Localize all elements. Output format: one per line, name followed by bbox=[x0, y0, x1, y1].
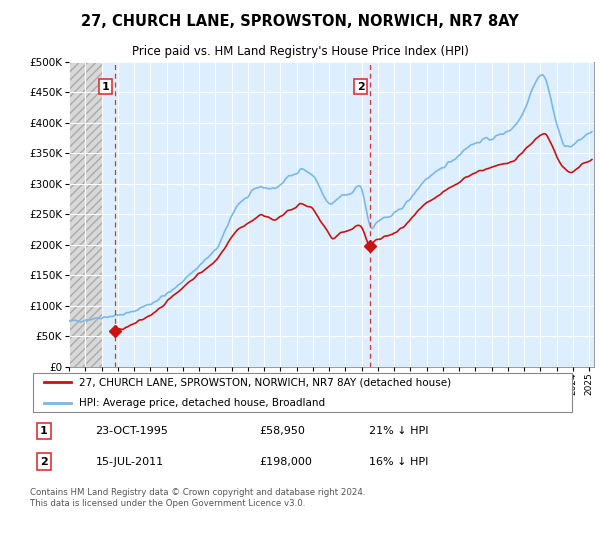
Text: 27, CHURCH LANE, SPROWSTON, NORWICH, NR7 8AY (detached house): 27, CHURCH LANE, SPROWSTON, NORWICH, NR7… bbox=[79, 377, 451, 387]
Text: 2: 2 bbox=[40, 456, 47, 466]
Text: Price paid vs. HM Land Registry's House Price Index (HPI): Price paid vs. HM Land Registry's House … bbox=[131, 45, 469, 58]
Text: 16% ↓ HPI: 16% ↓ HPI bbox=[368, 456, 428, 466]
FancyBboxPatch shape bbox=[33, 373, 572, 412]
Bar bbox=[69, 62, 101, 367]
Text: 2: 2 bbox=[357, 82, 364, 92]
Text: 21% ↓ HPI: 21% ↓ HPI bbox=[368, 426, 428, 436]
Text: 23-OCT-1995: 23-OCT-1995 bbox=[95, 426, 169, 436]
Text: 1: 1 bbox=[101, 82, 109, 92]
Text: HPI: Average price, detached house, Broadland: HPI: Average price, detached house, Broa… bbox=[79, 398, 325, 408]
Text: £198,000: £198,000 bbox=[259, 456, 312, 466]
Text: £58,950: £58,950 bbox=[259, 426, 305, 436]
Text: Contains HM Land Registry data © Crown copyright and database right 2024.
This d: Contains HM Land Registry data © Crown c… bbox=[30, 488, 365, 508]
Text: 15-JUL-2011: 15-JUL-2011 bbox=[95, 456, 164, 466]
Text: 1: 1 bbox=[40, 426, 47, 436]
Text: 27, CHURCH LANE, SPROWSTON, NORWICH, NR7 8AY: 27, CHURCH LANE, SPROWSTON, NORWICH, NR7… bbox=[81, 13, 519, 29]
